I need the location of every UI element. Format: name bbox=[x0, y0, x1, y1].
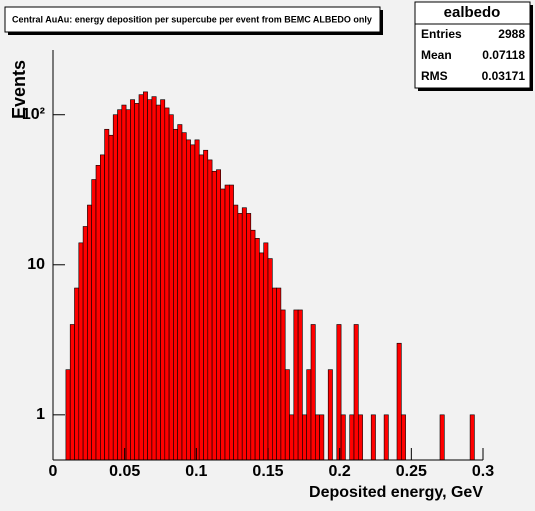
title-box bbox=[4, 6, 381, 33]
bar bbox=[181, 132, 187, 461]
bar bbox=[147, 99, 153, 461]
bar bbox=[250, 229, 256, 461]
bar bbox=[263, 242, 269, 461]
bar bbox=[74, 287, 80, 461]
x-tick-label: 0.2 bbox=[329, 463, 351, 480]
stats-label: Entries bbox=[421, 27, 462, 41]
bar bbox=[134, 103, 140, 461]
y-tick-label: 1 bbox=[36, 406, 45, 423]
bar bbox=[224, 184, 230, 461]
bar bbox=[229, 184, 234, 461]
y-tick-label: 10² bbox=[22, 106, 45, 123]
bar bbox=[259, 252, 264, 461]
bar bbox=[276, 287, 282, 461]
bar bbox=[198, 154, 204, 461]
bar bbox=[340, 414, 346, 461]
x-tick-label: 0 bbox=[49, 463, 58, 480]
bar bbox=[357, 414, 363, 461]
bar bbox=[125, 109, 131, 461]
stats-value: 0.03171 bbox=[482, 69, 526, 83]
bar bbox=[237, 213, 243, 461]
stats-box: ealbedo bbox=[414, 1, 533, 91]
bar bbox=[155, 104, 161, 461]
y-axis-label: Events bbox=[9, 60, 29, 119]
bar bbox=[297, 309, 303, 461]
bar bbox=[469, 414, 475, 461]
bar bbox=[319, 414, 325, 461]
bar bbox=[293, 309, 299, 461]
x-tick-label: 0.05 bbox=[109, 463, 140, 480]
stats-title: ealbedo bbox=[444, 4, 501, 21]
bar bbox=[370, 414, 376, 461]
stats-value: 0.07118 bbox=[482, 48, 525, 62]
bar bbox=[271, 287, 277, 461]
bar bbox=[177, 124, 183, 461]
bar bbox=[396, 342, 402, 461]
bar bbox=[138, 94, 144, 461]
bar bbox=[233, 204, 239, 461]
stats-value: 2988 bbox=[498, 27, 525, 41]
chart-title: Central AuAu: energy deposition per supe… bbox=[12, 14, 372, 24]
bar bbox=[284, 369, 290, 461]
bar bbox=[203, 149, 209, 461]
bar bbox=[117, 109, 123, 461]
bar bbox=[65, 369, 71, 461]
bar bbox=[246, 213, 252, 461]
stats-label: Mean bbox=[421, 48, 452, 62]
bar bbox=[306, 369, 312, 461]
bar bbox=[160, 99, 166, 461]
bar bbox=[289, 414, 295, 461]
bar bbox=[254, 238, 260, 461]
bar bbox=[439, 414, 445, 461]
x-tick-label: 0.15 bbox=[252, 463, 283, 480]
bar bbox=[353, 324, 359, 461]
bar bbox=[327, 369, 333, 461]
bar bbox=[314, 414, 320, 461]
bar bbox=[302, 414, 307, 461]
bar bbox=[220, 188, 226, 461]
stats-frame bbox=[414, 1, 531, 89]
bar bbox=[143, 91, 148, 461]
x-tick-label: 0.3 bbox=[472, 463, 494, 480]
x-tick-label: 0.25 bbox=[396, 463, 427, 480]
bar bbox=[100, 154, 105, 461]
bar bbox=[211, 170, 217, 461]
bar bbox=[173, 128, 178, 461]
bar bbox=[87, 204, 93, 461]
bar bbox=[91, 179, 97, 461]
stats-label: RMS bbox=[421, 69, 448, 83]
bar bbox=[168, 114, 174, 461]
bar bbox=[216, 169, 221, 461]
x-tick-label: 0.1 bbox=[185, 463, 207, 480]
bar bbox=[207, 159, 213, 461]
bar bbox=[121, 104, 127, 461]
y-tick-label: 10 bbox=[27, 256, 45, 273]
bar bbox=[151, 96, 157, 461]
bar bbox=[130, 99, 135, 461]
bar bbox=[310, 324, 316, 461]
bar bbox=[349, 414, 355, 461]
bar bbox=[336, 324, 342, 461]
bar bbox=[383, 414, 389, 461]
bar bbox=[190, 144, 196, 461]
bar bbox=[194, 139, 200, 461]
bar bbox=[104, 128, 110, 461]
bar bbox=[82, 226, 88, 461]
bar bbox=[186, 139, 191, 461]
bar bbox=[241, 207, 247, 461]
bar bbox=[69, 324, 75, 461]
bar bbox=[95, 165, 101, 461]
bar bbox=[108, 134, 114, 461]
bar bbox=[112, 114, 118, 461]
bar bbox=[400, 414, 406, 461]
x-axis-label: Deposited energy, GeV bbox=[309, 484, 483, 501]
bar bbox=[78, 242, 84, 461]
bar bbox=[164, 107, 170, 461]
bar bbox=[267, 258, 273, 461]
bar bbox=[280, 309, 286, 461]
